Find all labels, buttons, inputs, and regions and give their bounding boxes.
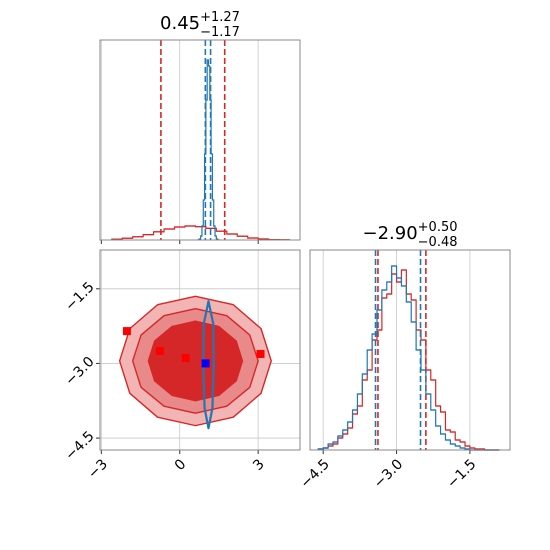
title-lower: −1.17 xyxy=(200,25,240,40)
point-marker xyxy=(201,359,210,368)
x-tick-label: 3 xyxy=(250,456,268,474)
histogram-outline xyxy=(111,225,291,241)
panel-frame xyxy=(99,249,301,451)
x-tick-label: −3.0 xyxy=(371,456,406,491)
x-tick-label: −4.5 xyxy=(298,456,333,491)
point-marker xyxy=(256,349,265,358)
panel: −3 0 3 −1.5 −3.0 −4.5 xyxy=(62,249,301,482)
histogram-outline xyxy=(197,59,220,241)
title-value: 0.45 xyxy=(160,13,200,34)
y-tick-label: −3.0 xyxy=(62,354,97,389)
histogram-outline xyxy=(317,265,500,451)
y-tick-label: −4.5 xyxy=(62,428,97,463)
contour xyxy=(147,320,244,402)
title-upper: +0.50 xyxy=(418,220,458,235)
panel-title: −2.90+0.50 −0.48 xyxy=(362,220,457,250)
panel: 0.45+1.27 −1.17 xyxy=(99,10,301,244)
panel: −4.5 −3.0 −1.5 −2.90+0.50 −0.48 xyxy=(298,220,511,492)
contour xyxy=(202,300,215,430)
point-marker xyxy=(122,327,131,336)
panel-frame xyxy=(309,249,511,451)
x-tick-label: −3 xyxy=(85,456,111,482)
x-tick-label: 0 xyxy=(172,456,190,474)
panel-title: 0.45+1.27 −1.17 xyxy=(160,10,240,40)
histogram-outline xyxy=(317,269,500,451)
point-marker xyxy=(181,353,190,362)
title-value: −2.90 xyxy=(362,223,417,244)
panel-frame xyxy=(99,39,301,241)
x-tick-label: −1.5 xyxy=(444,456,479,491)
title-upper: +1.27 xyxy=(200,10,240,25)
y-tick-label: −1.5 xyxy=(62,279,97,314)
point-marker xyxy=(155,346,164,355)
title-lower: −0.48 xyxy=(418,235,458,250)
